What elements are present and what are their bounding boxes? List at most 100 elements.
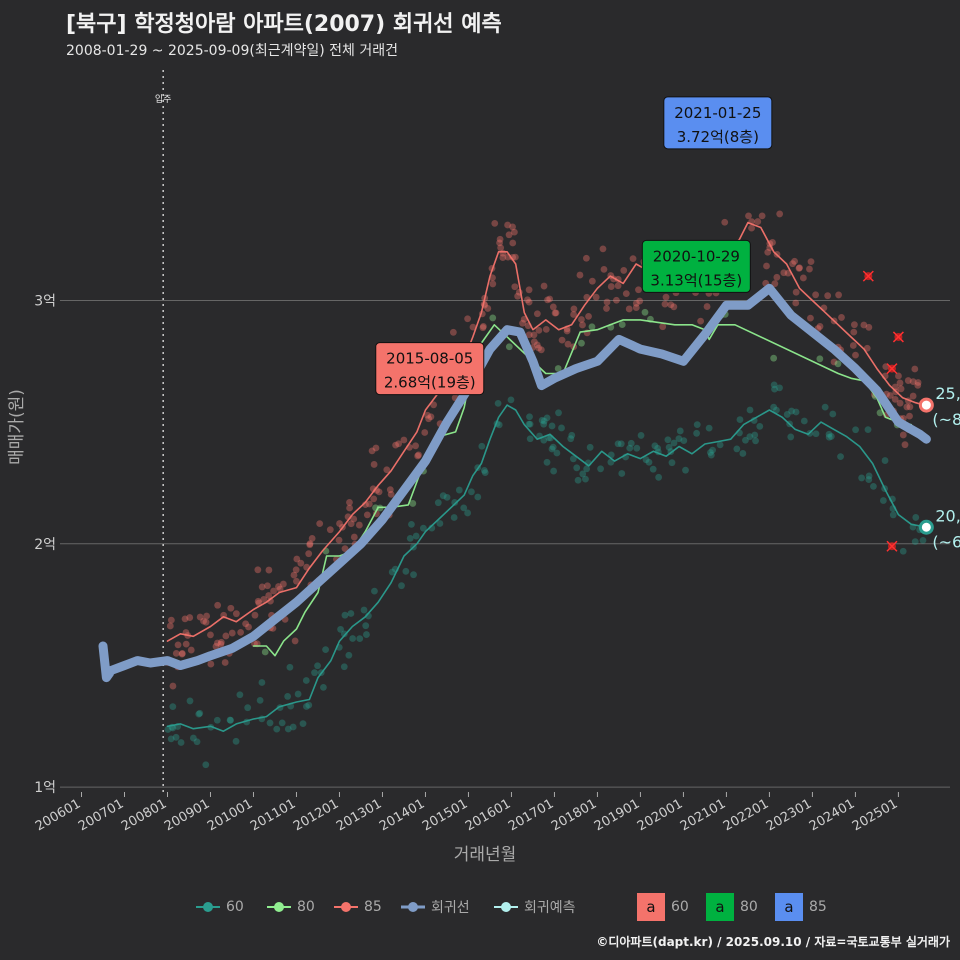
transaction-point-85 bbox=[570, 311, 577, 318]
transaction-point-60 bbox=[693, 429, 700, 437]
legend-item-prediction[interactable]: 회귀예측 bbox=[494, 893, 576, 921]
transaction-point-60 bbox=[525, 420, 533, 428]
legend-box-80[interactable]: a 80 bbox=[706, 893, 758, 921]
transaction-point-85 bbox=[807, 258, 815, 266]
transaction-point-85 bbox=[835, 291, 842, 299]
y-tick-label: 2억 bbox=[34, 537, 56, 553]
x-axis-title: 거래년월 bbox=[454, 845, 517, 865]
transaction-point-60 bbox=[195, 710, 203, 718]
transaction-point-60 bbox=[540, 420, 548, 428]
x-tick-label: 202201 bbox=[721, 796, 771, 834]
x-tick-label: 201001 bbox=[205, 796, 255, 834]
legend-box-60[interactable]: a 60 bbox=[637, 893, 689, 921]
transaction-point-60 bbox=[752, 437, 759, 445]
transaction-point-85 bbox=[850, 328, 858, 336]
y-axis-title: 매매가(원) bbox=[7, 389, 27, 465]
x-tick-label: 202101 bbox=[678, 796, 728, 834]
transaction-point-85 bbox=[308, 534, 316, 542]
transaction-point-60 bbox=[278, 719, 286, 727]
transaction-point-85 bbox=[745, 212, 752, 220]
transaction-point-60 bbox=[455, 486, 463, 494]
transaction-point-60 bbox=[349, 635, 357, 642]
transaction-point-85 bbox=[427, 413, 435, 421]
x-tick-label: 202501 bbox=[850, 796, 900, 834]
transaction-point-85 bbox=[276, 585, 284, 593]
transaction-point-85 bbox=[792, 299, 800, 307]
transaction-point-85 bbox=[535, 326, 543, 334]
transaction-point-60 bbox=[553, 449, 561, 457]
transaction-point-85 bbox=[537, 346, 545, 354]
x-tick-label: 201801 bbox=[549, 796, 599, 834]
legend-box-85[interactable]: a 85 bbox=[775, 893, 827, 921]
transaction-point-85 bbox=[355, 521, 363, 529]
legend-item-60[interactable]: 60 bbox=[196, 893, 244, 921]
transaction-point-85 bbox=[260, 596, 268, 603]
transaction-point-85 bbox=[863, 344, 871, 352]
transaction-point-85 bbox=[600, 265, 608, 273]
transaction-point-85 bbox=[909, 392, 917, 400]
transaction-point-60 bbox=[668, 459, 676, 467]
transaction-point-85 bbox=[290, 571, 298, 579]
transaction-point-85 bbox=[350, 515, 358, 523]
transaction-point-60 bbox=[419, 524, 427, 532]
transaction-point-85 bbox=[346, 499, 353, 506]
transaction-point-85 bbox=[167, 616, 175, 624]
legend-item-80[interactable]: 80 bbox=[267, 893, 315, 921]
transaction-point-60 bbox=[633, 444, 641, 452]
transaction-point-60 bbox=[825, 433, 833, 441]
transaction-point-60 bbox=[467, 488, 475, 496]
transaction-point-85 bbox=[245, 623, 252, 631]
transaction-point-85 bbox=[430, 401, 438, 409]
transaction-point-85 bbox=[860, 321, 868, 329]
transaction-point-60 bbox=[582, 475, 589, 483]
credit-footer: ©디아파트(dapt.kr) / 2025.09.10 / 자료=국토교통부 실… bbox=[596, 935, 950, 949]
transaction-point-60 bbox=[709, 446, 716, 454]
transaction-point-85 bbox=[254, 597, 262, 605]
transaction-point-85 bbox=[335, 536, 343, 544]
legend-label: 60 bbox=[226, 899, 244, 915]
transaction-point-60 bbox=[540, 436, 548, 444]
transaction-point-85 bbox=[510, 228, 518, 236]
transaction-point-85 bbox=[897, 385, 905, 393]
end-area-label: (~60㎡) bbox=[932, 532, 960, 551]
transaction-point-60 bbox=[236, 691, 244, 699]
transaction-point-85 bbox=[659, 323, 667, 331]
transaction-point-85 bbox=[504, 221, 511, 229]
transaction-point-85 bbox=[525, 298, 533, 306]
legend-label: 회귀선 bbox=[431, 900, 470, 916]
transaction-point-85 bbox=[207, 631, 214, 639]
transaction-point-85 bbox=[865, 323, 873, 331]
transaction-point-85 bbox=[914, 379, 922, 386]
transaction-point-85 bbox=[464, 315, 471, 323]
transaction-point-85 bbox=[764, 248, 772, 256]
legend-item-regression[interactable]: 회귀선 bbox=[401, 893, 470, 921]
transaction-point-85 bbox=[514, 292, 522, 300]
transaction-point-85 bbox=[773, 273, 781, 281]
transaction-point-85 bbox=[771, 280, 779, 288]
transaction-point-80 bbox=[641, 308, 649, 316]
transaction-point-85 bbox=[667, 301, 675, 309]
transaction-point-60 bbox=[226, 716, 234, 724]
transaction-point-85 bbox=[207, 660, 215, 668]
legend-label: 80 bbox=[297, 899, 315, 915]
transaction-point-85 bbox=[661, 300, 669, 308]
x-tick-label: 201401 bbox=[377, 796, 427, 834]
transaction-point-60 bbox=[172, 733, 180, 741]
transaction-point-60 bbox=[495, 421, 503, 429]
transaction-point-85 bbox=[603, 298, 611, 306]
transaction-point-85 bbox=[620, 267, 628, 274]
transaction-point-85 bbox=[496, 235, 504, 243]
legend-item-85[interactable]: 85 bbox=[334, 893, 382, 921]
transaction-point-60 bbox=[852, 426, 859, 434]
transaction-point-85 bbox=[533, 310, 541, 318]
transaction-point-60 bbox=[337, 625, 344, 633]
transaction-point-60 bbox=[812, 430, 820, 438]
transaction-point-60 bbox=[670, 439, 678, 447]
transaction-point-85 bbox=[341, 545, 349, 553]
transaction-point-85 bbox=[326, 526, 334, 534]
transaction-point-60 bbox=[716, 441, 724, 449]
end-point-marker bbox=[918, 519, 934, 535]
x-tick-label: 202301 bbox=[764, 796, 814, 834]
transaction-point-85 bbox=[849, 342, 857, 349]
transaction-point-60 bbox=[314, 662, 321, 670]
